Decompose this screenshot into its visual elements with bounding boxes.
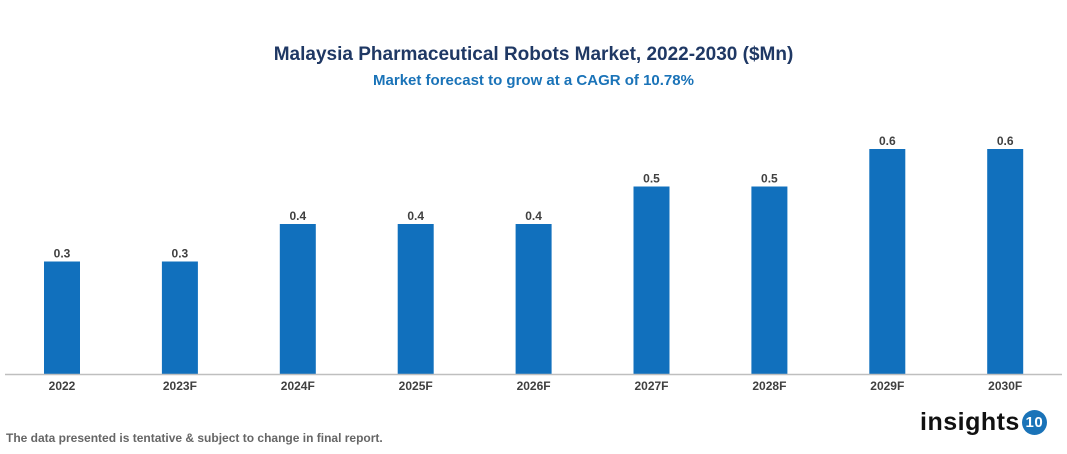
logo-text: insights xyxy=(920,408,1020,436)
disclaimer-note: The data presented is tentative & subjec… xyxy=(6,431,383,445)
data-label: 0.6 xyxy=(879,134,896,148)
bar xyxy=(397,224,434,374)
insights10-logo: insights 10 xyxy=(920,408,1047,437)
chart-subtitle: Market forecast to grow at a CAGR of 10.… xyxy=(373,72,694,89)
bar xyxy=(751,186,788,374)
bar xyxy=(44,261,80,374)
x-tick-label: 2030F xyxy=(988,379,1022,393)
logo-badge: 10 xyxy=(1021,410,1047,435)
data-label: 0.5 xyxy=(643,172,660,186)
chart-title: Malaysia Pharmaceutical Robots Market, 2… xyxy=(273,44,794,65)
data-label: 0.5 xyxy=(761,172,778,186)
bar xyxy=(987,149,1024,374)
x-tick-label: 2028F xyxy=(752,379,786,393)
x-tick-label: 2023F xyxy=(163,379,197,393)
x-tick-label: 2026F xyxy=(517,379,551,393)
data-label: 0.4 xyxy=(289,209,306,223)
data-label: 0.4 xyxy=(407,209,424,223)
bar xyxy=(515,224,552,374)
bar xyxy=(161,261,198,374)
bar xyxy=(633,186,670,374)
x-tick-label: 2022 xyxy=(49,379,76,393)
bar xyxy=(869,149,906,374)
data-label: 0.4 xyxy=(525,209,542,223)
x-tick-label: 2024F xyxy=(281,379,315,393)
x-tick-label: 2029F xyxy=(870,379,904,393)
data-label: 0.3 xyxy=(172,247,189,261)
data-label: 0.3 xyxy=(54,247,71,261)
x-tick-label: 2025F xyxy=(399,379,433,393)
data-label: 0.6 xyxy=(997,134,1014,148)
x-tick-label: 2027F xyxy=(634,379,668,393)
bar xyxy=(279,224,316,374)
